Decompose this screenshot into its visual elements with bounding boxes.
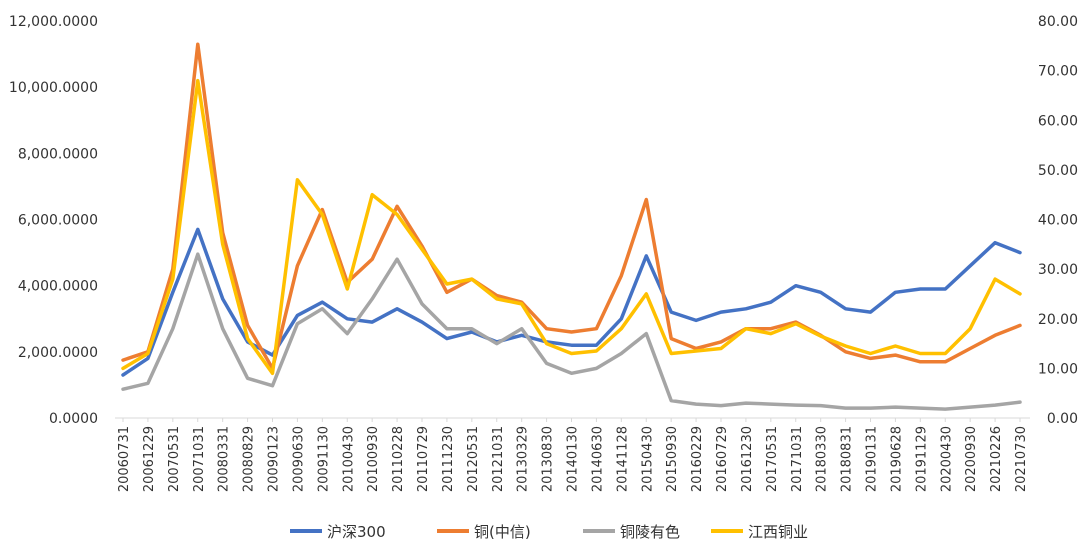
right-axis-tick-label: 40.00 [1038,213,1078,229]
x-axis-tick-label: 20140130 [566,426,581,492]
series-line [121,227,1022,377]
legend: 沪深300 铜(中信) 铜陵有色 江西铜业 [290,523,808,541]
right-axis-tick-label: 30.00 [1038,262,1078,278]
left-axis-tick-label: 8,000.0000 [18,146,98,162]
x-axis-tick-label: 20180831 [840,426,855,492]
series-line [121,78,1022,376]
series-line [121,42,1022,371]
x-axis-tick-label: 20121031 [491,426,506,492]
left-axis-tick-label: 10,000.0000 [9,80,98,96]
legend-label: 铜(中信) [474,523,531,541]
right-axis-tick-label: 20.00 [1038,312,1078,328]
x-axis-ticks: 20060731 20061229 20070531 20071031 20080331… [117,418,1029,492]
x-axis-tick-label: 20171031 [790,426,805,492]
right-axis-tick-label: 70.00 [1038,64,1078,80]
left-axis-tick-label: 2,000.0000 [18,345,98,361]
x-axis-tick-label: 20200430 [939,426,954,492]
x-axis-tick-label: 20100930 [366,426,381,492]
right-axis-tick-label: 10.00 [1038,361,1078,377]
x-axis-tick-label: 20190131 [865,426,880,492]
x-axis-tick-label: 20100430 [341,426,356,492]
x-axis-tick-label: 20120531 [466,426,481,492]
x-axis-tick-label: 20190628 [889,426,904,492]
legend-label: 铜陵有色 [620,523,680,541]
x-axis-tick-label: 20170531 [765,426,780,492]
x-axis-tick-label: 20070531 [167,426,182,492]
left-axis-tick-label: 6,000.0000 [18,213,98,229]
series-lines [121,42,1022,411]
x-axis-tick-label: 20141128 [615,426,630,492]
x-axis-tick-label: 20210730 [1014,426,1029,492]
x-axis-tick-label: 20110729 [416,426,431,492]
x-axis-tick-label: 20160729 [715,426,730,492]
x-axis-tick-label: 20210226 [989,426,1004,492]
x-axis-tick-label: 20060731 [117,426,132,492]
series-line [121,252,1022,411]
right-axis-tick-label: 60.00 [1038,113,1078,129]
x-axis-tick-label: 20090630 [291,426,306,492]
x-axis-tick-label: 20180330 [815,426,830,492]
x-axis-tick-label: 20090123 [267,426,282,492]
x-axis-tick-label: 20160229 [690,426,705,492]
x-axis-tick-label: 20200930 [964,426,979,492]
x-axis-tick-label: 20080331 [217,426,232,492]
x-axis-tick-label: 20110228 [391,426,406,492]
left-axis-tick-label: 0.0000 [49,411,98,427]
x-axis-tick-label: 20191129 [914,426,929,492]
x-axis-tick-label: 20080829 [242,426,257,492]
right-axis-ticks: 0.00 10.00 20.00 30.00 40.00 50.00 60.00 70.00 8… [1038,14,1078,427]
x-axis-tick-label: 20140630 [590,426,605,492]
x-axis-tick-label: 20130830 [541,426,556,492]
right-axis-tick-label: 0.00 [1047,411,1078,427]
x-axis-tick-label: 20150430 [640,426,655,492]
x-axis-tick-label: 20071031 [192,426,207,492]
left-axis-tick-label: 4,000.0000 [18,279,98,295]
x-axis-tick-label: 20091130 [316,426,331,492]
right-axis-tick-label: 50.00 [1038,163,1078,179]
legend-label: 江西铜业 [748,523,808,541]
x-axis-tick-label: 20161230 [740,426,755,492]
left-axis-ticks: 0.0000 2,000.0000 4,000.0000 6,000.0000 8,00… [9,14,98,427]
x-axis-tick-label: 20111230 [441,426,456,492]
x-axis-tick-label: 20130329 [516,426,531,492]
x-axis-tick-label: 20061229 [142,426,157,492]
right-axis-tick-label: 80.00 [1038,14,1078,30]
x-axis-tick-label: 20150930 [665,426,680,492]
legend-label: 沪深300 [327,523,386,541]
left-axis-tick-label: 12,000.0000 [9,14,98,30]
